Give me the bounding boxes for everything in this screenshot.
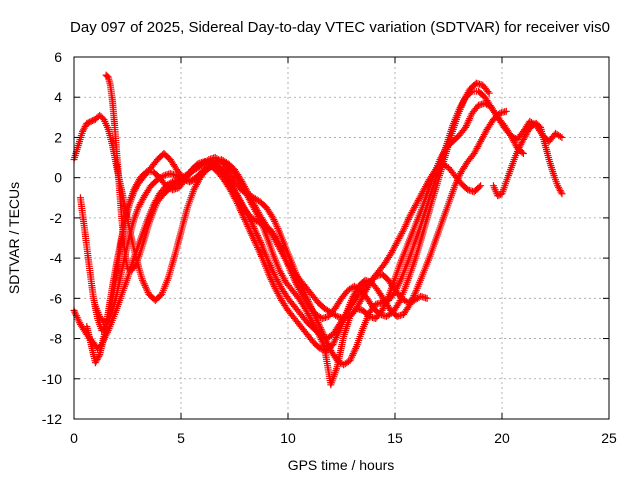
data-point <box>555 185 563 193</box>
data-series <box>70 158 485 353</box>
data-point <box>81 123 89 131</box>
x-tick-label: 20 <box>494 430 510 446</box>
data-point <box>95 352 103 360</box>
y-tick-label: -8 <box>50 331 63 347</box>
data-point <box>519 150 527 158</box>
y-tick-label: -10 <box>42 371 62 387</box>
data-point <box>554 182 562 190</box>
data-point <box>517 140 525 148</box>
y-tick-label: -12 <box>42 411 62 427</box>
data-point <box>557 188 565 196</box>
data-point <box>554 183 562 191</box>
y-tick-label: -6 <box>50 290 63 306</box>
data-series <box>83 99 566 389</box>
x-tick-label: 25 <box>601 430 617 446</box>
data-layer <box>70 71 566 389</box>
data-point <box>131 262 139 270</box>
data-point <box>518 139 526 147</box>
data-point <box>519 135 527 143</box>
data-point <box>394 300 402 308</box>
x-tick-label: 10 <box>280 430 296 446</box>
data-point <box>475 183 483 191</box>
data-point <box>484 88 492 96</box>
data-point <box>502 107 510 115</box>
data-point <box>79 126 87 134</box>
data-point <box>94 354 102 362</box>
x-tick-label: 0 <box>70 430 78 446</box>
data-point <box>132 183 140 191</box>
data-point <box>515 144 523 151</box>
plot-frame <box>73 56 610 420</box>
data-series <box>91 156 431 326</box>
y-axis-label: SDTVAR / TECUs <box>6 182 22 294</box>
data-series <box>76 107 510 355</box>
data-point <box>520 134 528 142</box>
data-point <box>79 127 87 135</box>
data-point <box>91 359 99 367</box>
data-point <box>210 159 218 167</box>
data-point <box>313 327 321 335</box>
data-point <box>477 182 485 190</box>
data-point <box>423 294 431 302</box>
x-tick-label: 15 <box>387 430 403 446</box>
chart-title: Day 097 of 2025, Sidereal Day-to-day VTE… <box>70 19 610 36</box>
y-tick-label: -4 <box>50 250 63 266</box>
data-point <box>93 355 101 363</box>
data-point <box>132 185 140 193</box>
x-axis-label: GPS time / hours <box>288 457 395 473</box>
data-point <box>232 196 240 204</box>
data-point <box>521 132 529 140</box>
data-point <box>130 188 138 196</box>
data-point <box>518 148 526 156</box>
data-point <box>556 132 564 140</box>
data-point <box>522 131 530 139</box>
data-series <box>489 119 566 200</box>
data-point <box>485 89 493 97</box>
data-point <box>203 157 211 165</box>
data-point <box>103 72 111 80</box>
data-point <box>178 175 186 183</box>
data-point <box>92 357 100 365</box>
x-tick-label: 5 <box>177 430 185 446</box>
data-point <box>467 88 475 96</box>
data-point <box>516 142 524 150</box>
data-point <box>558 133 566 141</box>
data-point <box>519 137 527 145</box>
data-point <box>399 228 407 236</box>
y-tick-label: 0 <box>54 170 62 186</box>
data-point <box>80 124 88 132</box>
data-point <box>131 186 139 194</box>
y-tick-label: 2 <box>54 129 62 145</box>
y-tick-label: 4 <box>54 89 62 105</box>
y-tick-label: -2 <box>50 210 63 226</box>
data-point <box>556 187 564 195</box>
data-point <box>158 173 166 181</box>
data-point <box>332 311 340 319</box>
y-tick-label: 6 <box>54 49 62 65</box>
tick-layer: 0 5 10 15 20 25 -12 -10 -8 -6 -4 -2 0 2 4 6 <box>42 49 617 446</box>
data-point <box>558 190 566 198</box>
